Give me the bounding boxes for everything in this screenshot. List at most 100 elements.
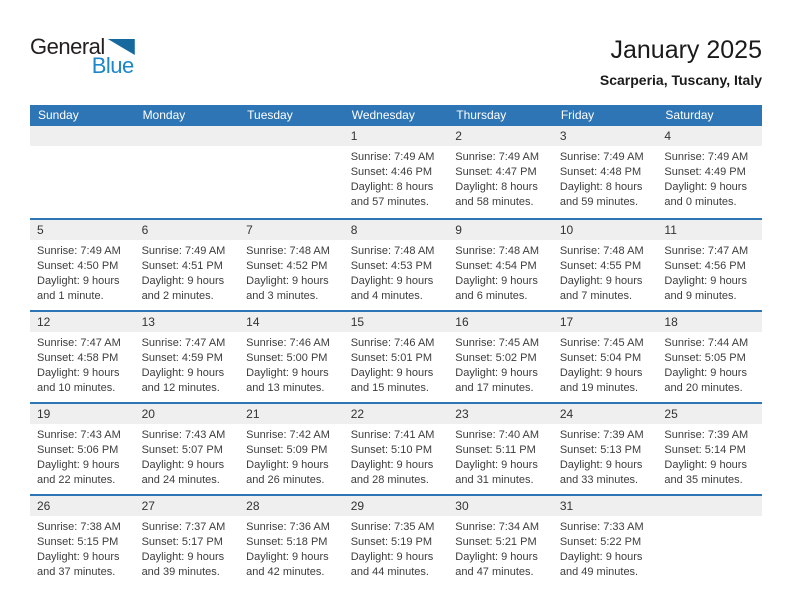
detail-line: Sunrise: 7:49 AM (37, 245, 121, 257)
detail-line: Daylight: 9 hours (141, 551, 225, 563)
detail-line: Daylight: 9 hours (455, 551, 538, 563)
detail-line: Sunset: 4:50 PM (37, 260, 119, 272)
detail-line: Sunrise: 7:38 AM (37, 521, 121, 533)
day-number-band-empty (239, 126, 344, 146)
detail-line: Daylight: 9 hours (141, 367, 225, 379)
day-details: Sunrise: 7:41 AM Sunset: 5:10 PM Daylight:… (344, 424, 449, 488)
day-details: Sunrise: 7:46 AM Sunset: 5:01 PM Daylight:… (344, 332, 449, 396)
detail-line: and 57 minutes. (350, 196, 429, 208)
logo-top-row: General (30, 36, 135, 58)
day-number: 17 (552, 312, 658, 332)
detail-line: Daylight: 9 hours (141, 459, 225, 471)
day-details: Sunrise: 7:49 AM Sunset: 4:48 PM Daylight:… (553, 146, 658, 210)
detail-line: and 13 minutes. (246, 382, 325, 394)
detail-line: Daylight: 9 hours (559, 551, 643, 563)
title-block: January 2025 Scarperia, Tuscany, Italy (600, 36, 762, 88)
day-cell: 20 Sunrise: 7:43 AM Sunset: 5:07 PM Dayligh… (134, 404, 240, 494)
detail-line: Daylight: 9 hours (37, 367, 120, 379)
day-number: 11 (657, 220, 762, 240)
detail-line: and 17 minutes. (455, 382, 534, 394)
detail-line: Sunrise: 7:43 AM (141, 429, 226, 441)
detail-line: Sunrise: 7:44 AM (664, 337, 749, 349)
day-cell: 7 Sunrise: 7:48 AM Sunset: 4:52 PM Daylight… (239, 220, 344, 310)
detail-line: Sunset: 4:58 PM (37, 352, 119, 364)
detail-line: Daylight: 9 hours (350, 275, 434, 287)
detail-line: Sunrise: 7:47 AM (664, 245, 749, 257)
detail-line: and 0 minutes. (664, 196, 737, 208)
detail-line: and 35 minutes. (664, 474, 743, 486)
day-number: 5 (30, 220, 135, 240)
day-number: 2 (448, 126, 553, 146)
detail-line: Sunset: 5:22 PM (559, 536, 642, 548)
day-number: 29 (343, 496, 449, 516)
day-cell: 31 Sunrise: 7:33 AM Sunset: 5:22 PM Dayligh… (552, 496, 658, 586)
detail-line: Daylight: 9 hours (455, 459, 538, 471)
day-number: 23 (448, 404, 553, 424)
day-number-band-empty (657, 496, 762, 516)
detail-line: and 15 minutes. (350, 382, 429, 394)
detail-line: and 47 minutes. (455, 566, 534, 578)
day-cell: 23 Sunrise: 7:40 AM Sunset: 5:11 PM Dayligh… (448, 404, 553, 494)
day-cell: 28 Sunrise: 7:36 AM Sunset: 5:18 PM Dayligh… (239, 496, 344, 586)
detail-line: Sunset: 5:02 PM (455, 352, 537, 364)
detail-line: Daylight: 9 hours (455, 275, 538, 287)
day-number: 3 (552, 126, 658, 146)
day-number: 22 (343, 404, 449, 424)
detail-line: and 22 minutes. (37, 474, 116, 486)
detail-line: Sunrise: 7:49 AM (664, 151, 749, 163)
day-number: 28 (239, 496, 344, 516)
day-number: 1 (343, 126, 449, 146)
day-details: Sunrise: 7:37 AM Sunset: 5:17 PM Daylight:… (135, 516, 240, 580)
detail-line: and 3 minutes. (246, 290, 319, 302)
day-cell: 21 Sunrise: 7:42 AM Sunset: 5:09 PM Dayligh… (239, 404, 344, 494)
detail-line: and 12 minutes. (141, 382, 220, 394)
detail-line: Sunrise: 7:49 AM (559, 151, 644, 163)
detail-line: and 19 minutes. (559, 382, 639, 394)
day-number: 20 (134, 404, 240, 424)
day-number-band-empty (30, 126, 135, 146)
detail-line: Daylight: 9 hours (664, 275, 747, 287)
detail-line: Sunrise: 7:46 AM (350, 337, 435, 349)
day-details: Sunrise: 7:33 AM Sunset: 5:22 PM Daylight:… (553, 516, 658, 580)
week-row: 19 Sunrise: 7:43 AM Sunset: 5:06 PM Dayligh… (30, 402, 762, 494)
day-cell: 29 Sunrise: 7:35 AM Sunset: 5:19 PM Dayligh… (343, 496, 449, 586)
detail-line: and 24 minutes. (141, 474, 220, 486)
day-cell: 5 Sunrise: 7:49 AM Sunset: 4:50 PM Daylight… (30, 220, 135, 310)
day-number: 16 (448, 312, 553, 332)
detail-line: Sunrise: 7:37 AM (141, 521, 226, 533)
detail-line: Sunrise: 7:47 AM (37, 337, 121, 349)
detail-line: and 42 minutes. (246, 566, 325, 578)
detail-line: Daylight: 9 hours (246, 367, 329, 379)
detail-line: Sunset: 5:13 PM (559, 444, 642, 456)
day-details: Sunrise: 7:47 AM Sunset: 4:56 PM Daylight:… (657, 240, 762, 304)
day-details: Sunrise: 7:49 AM Sunset: 4:49 PM Daylight:… (657, 146, 762, 210)
weekday-tuesday: Tuesday (247, 108, 293, 122)
day-cell: 26 Sunrise: 7:38 AM Sunset: 5:15 PM Dayligh… (30, 496, 135, 586)
page-title: January 2025 (610, 36, 762, 64)
detail-line: and 2 minutes. (141, 290, 214, 302)
detail-line: Sunrise: 7:41 AM (350, 429, 435, 441)
detail-line: Sunrise: 7:49 AM (350, 151, 435, 163)
day-number: 9 (448, 220, 553, 240)
empty-day-cell (30, 126, 135, 218)
weekday-header-row: Sunday Monday Tuesday Wednesday Thursday… (30, 105, 762, 126)
detail-line: and 58 minutes. (455, 196, 534, 208)
detail-line: Sunrise: 7:49 AM (455, 151, 540, 163)
detail-line: and 39 minutes. (141, 566, 220, 578)
day-cell: 13 Sunrise: 7:47 AM Sunset: 4:59 PM Dayligh… (134, 312, 240, 402)
day-details: Sunrise: 7:44 AM Sunset: 5:05 PM Daylight:… (657, 332, 762, 396)
detail-line: Sunset: 5:19 PM (350, 536, 433, 548)
detail-line: Sunset: 5:18 PM (246, 536, 328, 548)
detail-line: Sunset: 4:55 PM (559, 260, 642, 272)
detail-line: and 10 minutes. (37, 382, 116, 394)
detail-line: Sunrise: 7:47 AM (141, 337, 226, 349)
day-number: 8 (343, 220, 449, 240)
detail-line: Daylight: 9 hours (246, 551, 329, 563)
day-number: 18 (657, 312, 762, 332)
detail-line: and 4 minutes. (350, 290, 423, 302)
general-blue-logo: General Blue (30, 36, 135, 77)
detail-line: Daylight: 9 hours (664, 459, 747, 471)
day-cell: 18 Sunrise: 7:44 AM Sunset: 5:05 PM Dayligh… (657, 312, 762, 402)
empty-day-cell (239, 126, 344, 218)
detail-line: Daylight: 9 hours (350, 367, 434, 379)
